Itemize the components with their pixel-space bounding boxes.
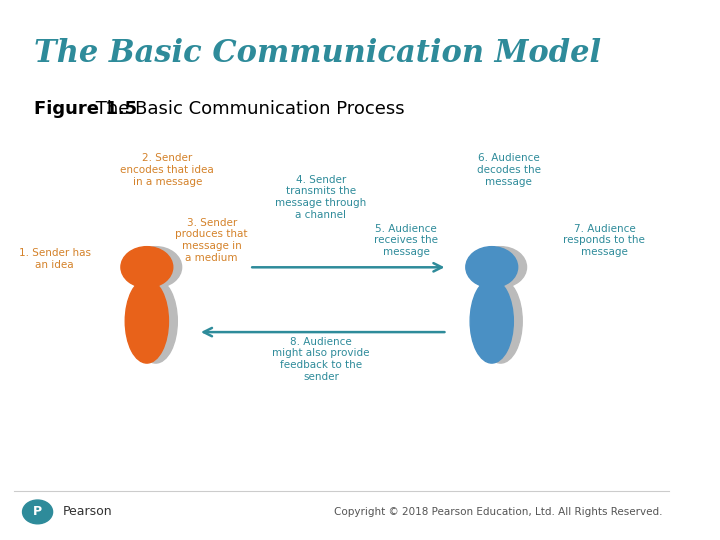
Text: The Basic Communication Model: The Basic Communication Model xyxy=(34,38,601,69)
Circle shape xyxy=(474,247,526,288)
Ellipse shape xyxy=(125,279,168,363)
Circle shape xyxy=(22,500,53,524)
Text: 1. Sender has
an idea: 1. Sender has an idea xyxy=(19,248,91,270)
Text: Figure 1.5: Figure 1.5 xyxy=(34,100,138,118)
Text: 5. Audience
receives the
message: 5. Audience receives the message xyxy=(374,224,438,257)
Text: Pearson: Pearson xyxy=(63,505,112,518)
Text: 3. Sender
produces that
message in
a medium: 3. Sender produces that message in a med… xyxy=(176,218,248,262)
Ellipse shape xyxy=(470,279,513,363)
Text: Copyright © 2018 Pearson Education, Ltd. All Rights Reserved.: Copyright © 2018 Pearson Education, Ltd.… xyxy=(334,507,662,517)
Text: 4. Sender
transmits the
message through
a channel: 4. Sender transmits the message through … xyxy=(275,175,366,219)
Circle shape xyxy=(121,247,173,288)
Text: 7. Audience
responds to the
message: 7. Audience responds to the message xyxy=(564,224,645,257)
Circle shape xyxy=(466,247,518,288)
Ellipse shape xyxy=(134,279,177,363)
Text: 8. Audience
might also provide
feedback to the
sender: 8. Audience might also provide feedback … xyxy=(272,337,370,381)
Ellipse shape xyxy=(479,279,522,363)
Text: P: P xyxy=(33,505,42,518)
Text: 2. Sender
encodes that idea
in a message: 2. Sender encodes that idea in a message xyxy=(120,153,215,187)
Text: 6. Audience
decodes the
message: 6. Audience decodes the message xyxy=(477,153,541,187)
Circle shape xyxy=(130,247,181,288)
Text: The Basic Communication Process: The Basic Communication Process xyxy=(90,100,405,118)
